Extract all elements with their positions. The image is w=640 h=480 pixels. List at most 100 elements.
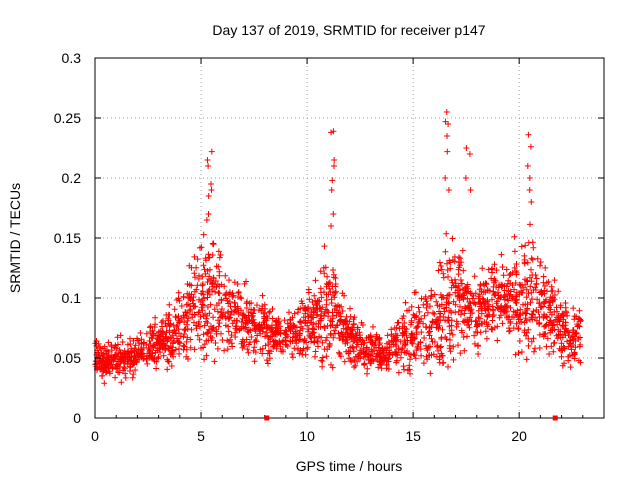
data-point (418, 352, 425, 359)
data-point (187, 344, 194, 351)
data-point (269, 329, 276, 336)
data-point (409, 331, 416, 338)
data-point (536, 319, 543, 326)
data-point (499, 320, 506, 327)
y-tick-label: 0.25 (54, 110, 81, 126)
data-point (118, 379, 125, 386)
data-point (336, 351, 343, 357)
data-point (544, 288, 550, 295)
data-point (569, 352, 576, 359)
data-point (542, 264, 549, 271)
data-point (425, 329, 432, 336)
data-point (250, 316, 257, 323)
data-point (274, 325, 281, 332)
data-point (152, 314, 159, 321)
data-point (255, 322, 262, 329)
data-point (529, 239, 536, 246)
data-point (440, 313, 447, 320)
data-point (524, 163, 531, 169)
data-point (289, 334, 296, 341)
data-point (500, 272, 507, 279)
data-point (530, 244, 537, 251)
data-point (542, 322, 549, 329)
data-point (194, 282, 201, 289)
data-point (472, 290, 479, 297)
data-point (168, 349, 175, 356)
data-point (308, 335, 315, 341)
data-point (507, 280, 514, 287)
data-point (247, 327, 254, 334)
data-point (127, 335, 133, 342)
data-point (460, 294, 467, 301)
data-point (576, 307, 583, 314)
data-point (238, 319, 245, 325)
data-point (264, 350, 271, 357)
data-point (296, 319, 303, 325)
data-point (523, 286, 530, 293)
data-point (259, 292, 266, 299)
data-point (541, 299, 548, 305)
data-point (513, 296, 520, 303)
data-point (132, 342, 139, 349)
data-point (286, 309, 292, 316)
data-point (428, 287, 435, 294)
data-point (184, 281, 191, 287)
data-point (231, 307, 238, 314)
data-point (354, 358, 361, 365)
data-point (541, 287, 548, 294)
data-point (403, 326, 410, 333)
data-point (108, 353, 115, 360)
data-point (191, 270, 198, 277)
data-point (401, 349, 408, 356)
data-point (577, 318, 584, 325)
data-point (400, 363, 407, 370)
data-point (164, 366, 171, 373)
data-point (439, 326, 446, 333)
data-point (318, 334, 325, 341)
data-point (383, 345, 390, 352)
data-point (370, 323, 376, 330)
data-point (488, 266, 495, 273)
data-point (490, 306, 497, 313)
data-point (464, 295, 471, 302)
data-point (455, 259, 462, 266)
data-point (423, 304, 430, 311)
data-point (284, 333, 291, 340)
data-point (198, 244, 205, 251)
data-point (459, 247, 466, 254)
data-point (328, 223, 334, 229)
data-point (453, 318, 460, 325)
x-tick-label: 15 (405, 428, 421, 444)
data-point (239, 336, 246, 343)
data-point (560, 343, 567, 350)
data-point (549, 322, 556, 328)
data-point (329, 177, 336, 184)
data-point (442, 248, 449, 255)
data-point (422, 293, 429, 300)
data-point (322, 306, 329, 313)
data-point (153, 332, 159, 339)
data-point (330, 211, 337, 217)
data-point (415, 304, 422, 311)
data-point (166, 345, 173, 352)
data-point (137, 346, 144, 353)
data-point (363, 335, 370, 341)
data-point (424, 347, 431, 354)
data-point (165, 317, 172, 324)
data-point (183, 353, 190, 360)
data-point (465, 318, 472, 325)
data-point (554, 335, 561, 342)
data-point (330, 334, 337, 341)
data-point (436, 259, 443, 266)
data-point (461, 347, 468, 354)
data-point (434, 316, 441, 323)
data-point (193, 325, 200, 332)
data-point (433, 343, 440, 350)
data-point (441, 308, 448, 315)
data-point (483, 312, 490, 319)
data-point (259, 303, 266, 310)
data-point (506, 327, 513, 334)
data-point (291, 310, 298, 317)
data-point (328, 300, 335, 306)
